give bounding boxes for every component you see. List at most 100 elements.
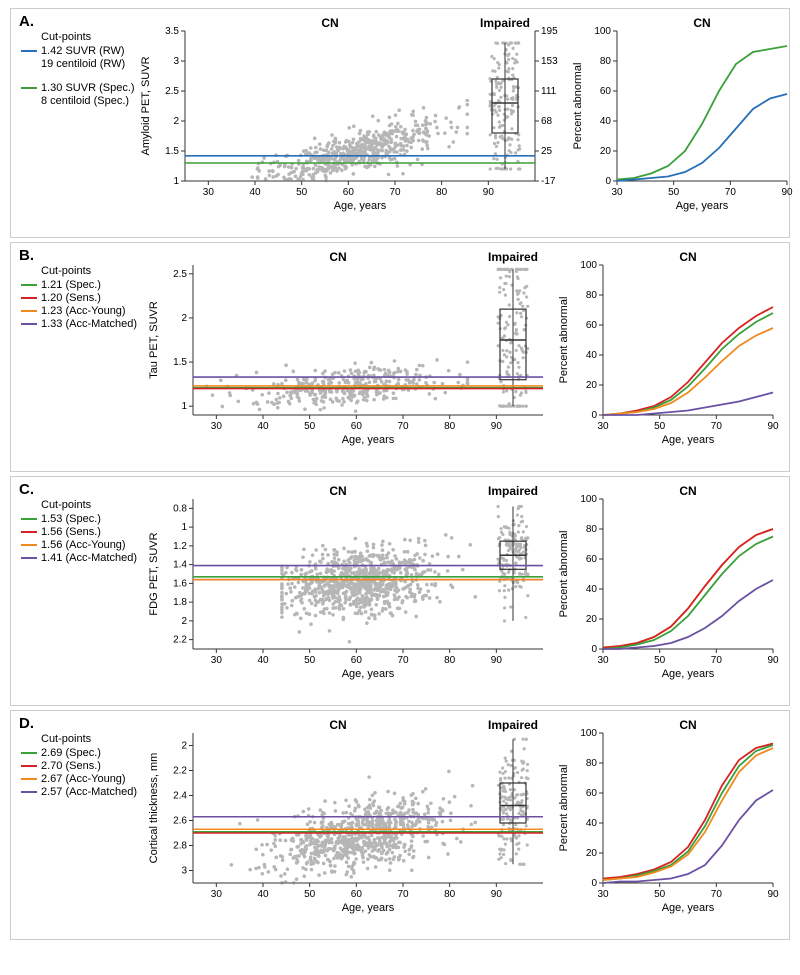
legend-swatch [21,63,37,65]
svg-text:Impaired: Impaired [488,484,538,498]
legend-item: 1.33 (Acc-Matched) [21,318,143,330]
svg-text:60: 60 [351,655,363,666]
svg-text:70: 70 [711,655,723,666]
legend-title: Cut-points [41,31,135,43]
svg-text:0: 0 [591,878,597,889]
svg-text:CN: CN [329,484,346,498]
svg-text:20: 20 [586,848,598,859]
legend-swatch [21,791,37,793]
legend-item: 8 centiloid (Spec.) [21,95,135,107]
svg-text:CN: CN [679,718,696,732]
charts: CNImpaired3040506070809022.22.42.62.83Ag… [143,715,783,946]
svg-text:3: 3 [173,56,179,67]
svg-text:50: 50 [654,889,666,900]
legend-item: 19 centiloid (RW) [21,58,135,70]
svg-text:60: 60 [586,320,598,331]
legend-item: 1.21 (Spec.) [21,279,143,291]
svg-text:60: 60 [342,187,354,198]
svg-text:50: 50 [304,655,316,666]
svg-text:60: 60 [599,86,611,97]
legend-label: 1.41 (Acc-Matched) [41,552,137,564]
svg-text:30: 30 [611,187,623,198]
svg-text:CN: CN [329,718,346,732]
svg-text:90: 90 [767,889,779,900]
svg-text:70: 70 [397,655,409,666]
svg-text:Cortical thickness, mm: Cortical thickness, mm [148,753,160,864]
svg-text:2.5: 2.5 [173,269,187,280]
legend-label: 2.67 (Acc-Young) [41,773,126,785]
percent-abnormal-curve [603,529,773,648]
svg-text:30: 30 [202,187,214,198]
svg-text:111: 111 [541,86,557,97]
legend-item: 1.23 (Acc-Young) [21,305,143,317]
legend-swatch [21,100,37,102]
svg-text:80: 80 [586,758,598,769]
svg-text:60: 60 [351,889,363,900]
svg-text:2.4: 2.4 [173,791,187,802]
legend-item: 1.56 (Sens.) [21,526,143,538]
svg-text:Age, years: Age, years [662,902,715,914]
svg-text:50: 50 [304,421,316,432]
svg-text:80: 80 [444,421,456,432]
percent-abnormal-curve [603,529,773,648]
svg-text:100: 100 [594,26,611,37]
legend-item: 1.56 (Acc-Young) [21,539,143,551]
percent-abnormal-curve [603,537,773,650]
svg-text:1: 1 [181,401,187,412]
svg-text:1.6: 1.6 [173,578,187,589]
svg-text:Percent abnormal: Percent abnormal [558,531,570,618]
percent-abnormal-curve [603,790,773,883]
svg-text:50: 50 [668,187,680,198]
svg-text:80: 80 [599,56,611,67]
svg-text:50: 50 [304,889,316,900]
svg-text:90: 90 [781,187,793,198]
svg-text:80: 80 [586,290,598,301]
svg-text:0: 0 [591,644,597,655]
legend-label: 2.57 (Acc-Matched) [41,786,137,798]
svg-text:70: 70 [724,187,736,198]
svg-text:3: 3 [181,866,187,877]
legend-item: 2.70 (Sens.) [21,760,143,772]
svg-text:Impaired: Impaired [488,718,538,732]
legend-item: 1.53 (Spec.) [21,513,143,525]
svg-text:25: 25 [541,146,553,157]
panel-C: C.Cut-points1.53 (Spec.)1.56 (Sens.)1.56… [10,476,790,706]
svg-text:60: 60 [351,421,363,432]
svg-text:90: 90 [491,889,503,900]
panel-D: D.Cut-points2.69 (Spec.)2.70 (Sens.)2.67… [10,710,790,940]
charts: CNImpaired3040506070809011.522.5Age, yea… [143,247,783,478]
legend-label: 8 centiloid (Spec.) [41,95,129,107]
svg-text:Age, years: Age, years [342,668,395,680]
svg-text:Percent abnormal: Percent abnormal [572,63,584,150]
svg-text:40: 40 [586,350,598,361]
svg-text:Impaired: Impaired [480,16,530,30]
percent-abnormal-curve [603,748,773,880]
svg-text:30: 30 [211,889,223,900]
panel-A: A.Cut-points1.42 SUVR (RW)19 centiloid (… [10,8,790,238]
svg-text:0.8: 0.8 [173,503,187,514]
svg-text:80: 80 [444,655,456,666]
panel-B: B.Cut-points1.21 (Spec.)1.20 (Sens.)1.23… [10,242,790,472]
charts: CNImpaired304050607080900.811.21.41.61.8… [143,481,783,712]
svg-text:70: 70 [397,889,409,900]
legend-label: 1.21 (Spec.) [41,279,101,291]
legend-item: 1.20 (Sens.) [21,292,143,304]
svg-text:30: 30 [597,655,609,666]
svg-text:2: 2 [173,116,179,127]
svg-text:90: 90 [491,655,503,666]
svg-text:2.2: 2.2 [173,635,187,646]
legend-swatch [21,518,37,520]
legend: Cut-points1.53 (Spec.)1.56 (Sens.)1.56 (… [17,481,143,565]
svg-text:50: 50 [654,421,666,432]
panel-svg: CNImpaired3040506070809011.522.533.5-172… [135,13,797,239]
svg-text:2.8: 2.8 [173,841,187,852]
legend-label: 1.56 (Acc-Young) [41,539,126,551]
legend-label: 2.70 (Sens.) [41,760,101,772]
svg-text:40: 40 [249,187,261,198]
svg-text:Impaired: Impaired [488,250,538,264]
scatter-points [230,770,478,885]
svg-text:2: 2 [181,741,187,752]
legend-swatch [21,323,37,325]
svg-text:1: 1 [181,522,187,533]
svg-text:30: 30 [211,655,223,666]
